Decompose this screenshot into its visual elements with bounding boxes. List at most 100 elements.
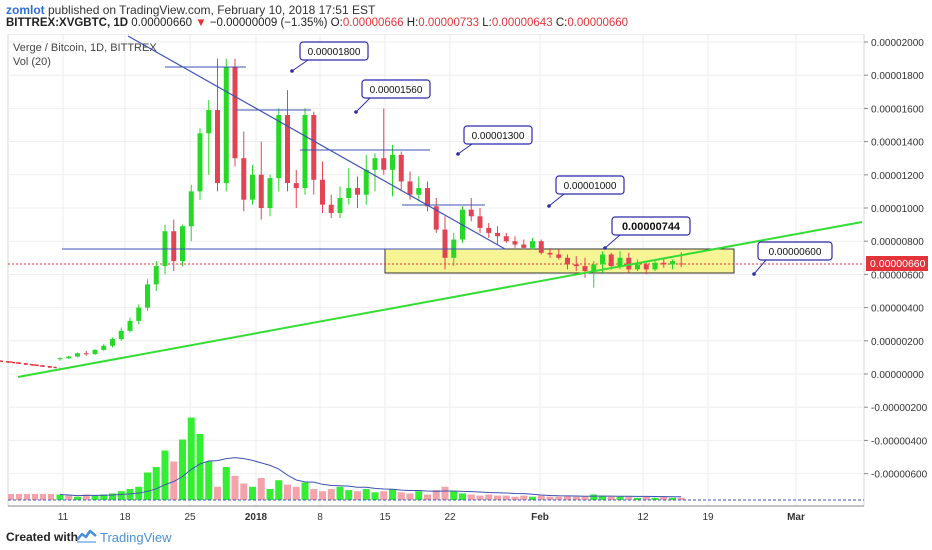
- volume-bar: [564, 495, 571, 500]
- annotation-box[interactable]: [299, 41, 369, 61]
- candle-up: [92, 349, 98, 355]
- low-value: 0.00000643: [491, 17, 553, 29]
- candle-down: [556, 254, 562, 258]
- volume-bar: [144, 472, 151, 500]
- volume-bar: [362, 489, 370, 500]
- tradingview-logo-icon[interactable]: [76, 528, 98, 544]
- symbol-label[interactable]: BITTREX:XVGBTC, 1D: [6, 17, 129, 29]
- volume-bar: [82, 494, 90, 500]
- annotation-anchor: [603, 246, 607, 250]
- volume-bar: [441, 486, 449, 500]
- chart-legend-title: Verge / Bitcoin, 1D, BITTREX: [13, 42, 157, 54]
- candle-down: [398, 154, 404, 182]
- candle-down: [407, 181, 413, 195]
- candle-down: [320, 179, 325, 205]
- annotation-box[interactable]: [555, 175, 625, 195]
- footer: Created with TradingView: [0, 524, 932, 550]
- candle-down: [468, 209, 474, 217]
- time-tick-label: 12: [637, 512, 649, 523]
- candle-up: [57, 358, 63, 360]
- volume-bar: [494, 495, 501, 500]
- annotation-anchor: [290, 69, 294, 73]
- volume-bar: [651, 497, 659, 500]
- volume-bar: [642, 496, 650, 500]
- price-change: −0.00000009 (−1.35%): [209, 17, 328, 29]
- candle-down: [381, 158, 387, 170]
- candle-up: [372, 158, 378, 170]
- chart-canvas[interactable]: 0.00001800 0.00001560 0.00001300 0.00001000…: [0, 33, 932, 524]
- volume-bar: [126, 489, 134, 500]
- volume-bar: [485, 494, 493, 500]
- candle-down: [678, 263, 684, 265]
- time-tick-label: 22: [444, 512, 456, 523]
- price-tick-label: 0.00002000: [871, 38, 924, 49]
- chart-area[interactable]: 0.00001800 0.00001560 0.00001300 0.00001000…: [0, 33, 932, 524]
- candle-up: [223, 66, 229, 184]
- volume-bar: [40, 494, 46, 500]
- volume-bar: [310, 489, 318, 500]
- volume-bar: [511, 496, 519, 500]
- price-tick-label: 0.00001200: [871, 171, 924, 182]
- volume-bar: [520, 495, 528, 500]
- down-arrow-icon: ▼: [195, 17, 207, 29]
- annotation-box[interactable]: [757, 241, 833, 261]
- volume-bar: [275, 480, 283, 500]
- publish-text: published on TradingView.com, February 1…: [44, 3, 376, 17]
- annotation-label: 0.00001800: [308, 47, 361, 58]
- price-tick-label: 0.00001600: [871, 104, 924, 115]
- volume-bar: [389, 489, 396, 500]
- candle-down: [565, 257, 570, 265]
- volume-bar: [24, 494, 30, 500]
- volume-bar: [284, 484, 291, 500]
- annotation-label: 0.00000744: [622, 221, 681, 233]
- volume-bar: [196, 434, 204, 500]
- candle-up: [617, 257, 623, 267]
- candle-down: [328, 204, 334, 213]
- volume-bar: [555, 496, 563, 500]
- high-label: H:: [406, 17, 419, 29]
- candle-up: [267, 178, 273, 208]
- descending-trendline[interactable]: [127, 35, 506, 250]
- tradingview-brand[interactable]: TradingView: [100, 530, 172, 545]
- volume-bar: [16, 494, 22, 500]
- ascending-trendline[interactable]: [17, 221, 863, 378]
- candle-up: [110, 339, 115, 346]
- current-price-tag: [866, 256, 928, 271]
- candle-up: [591, 264, 597, 272]
- price-axis[interactable]: 0.00002000 0.00001800 0.00001600 0.00001400…: [864, 38, 928, 481]
- volume-bar: [231, 475, 239, 500]
- annotation-label: 0.00001000: [564, 181, 617, 192]
- candle-down: [311, 115, 317, 180]
- candle-up: [197, 133, 203, 192]
- volume-legend: Vol (20): [13, 56, 51, 68]
- candle-up: [600, 254, 605, 265]
- volume-bar: [179, 439, 186, 500]
- candle-up: [153, 266, 159, 285]
- annotation-box[interactable]: [463, 125, 533, 145]
- volume-bar: [634, 497, 641, 500]
- price-tick-label: 0.00000200: [871, 337, 924, 348]
- annotation-box[interactable]: [361, 79, 431, 99]
- volume-bar: [74, 496, 81, 500]
- volume-bar: [301, 482, 309, 500]
- volume-bar: [319, 491, 326, 500]
- candle-up: [188, 191, 194, 227]
- volume-bar: [266, 489, 274, 500]
- candle-down: [538, 241, 544, 253]
- annotation-label: 0.00001300: [472, 131, 525, 142]
- volume-bar: [109, 493, 116, 500]
- annotation-box[interactable]: [611, 216, 691, 236]
- price-tick-label: 0.00000600: [871, 270, 924, 281]
- price-tick-label: -0.00000200: [871, 403, 928, 414]
- volume-bar: [529, 496, 536, 500]
- candle-up: [118, 330, 124, 340]
- time-axis[interactable]: 11 18 25 2018 8 15 22 Feb 12 19 Mar: [8, 505, 864, 523]
- open-label: O:: [330, 17, 343, 29]
- last-price: 0.00000660: [131, 17, 193, 29]
- candle-up: [276, 115, 282, 179]
- volume-bar: [292, 486, 300, 500]
- volume-bar: [100, 494, 108, 500]
- chart-header: zomlot published on TradingView.com, Feb…: [0, 0, 932, 34]
- author-link[interactable]: zomlot: [6, 3, 45, 17]
- annotation-label: 0.00001560: [370, 85, 423, 96]
